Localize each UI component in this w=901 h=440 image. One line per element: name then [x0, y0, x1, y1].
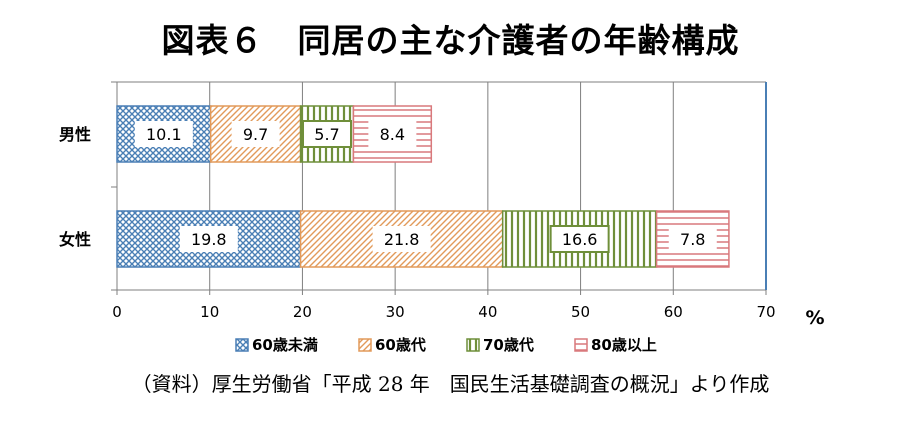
x-tick-label: 50 — [571, 303, 590, 321]
x-tick-label: 30 — [386, 303, 405, 321]
data-label-box — [179, 226, 238, 252]
data-label: 10.1 — [146, 125, 182, 144]
x-tick-label: 0 — [112, 303, 122, 321]
legend-label: 60歳代 — [375, 336, 426, 354]
x-tick-label: 60 — [664, 303, 683, 321]
x-tick-label: 10 — [200, 303, 219, 321]
data-label-box — [231, 121, 280, 147]
legend-label: 80歳以上 — [591, 336, 657, 354]
data-label: 19.8 — [191, 230, 227, 249]
unit-label: % — [805, 307, 824, 329]
legend-label: 70歳代 — [483, 336, 534, 354]
data-label-box — [301, 120, 352, 148]
data-label: 16.6 — [562, 230, 598, 249]
legend-swatch — [574, 338, 588, 352]
data-label-box — [549, 225, 610, 253]
category-label: 男性 — [59, 125, 91, 144]
data-label-box — [668, 226, 717, 252]
data-label-box — [134, 121, 193, 147]
x-tick-label: 40 — [478, 303, 497, 321]
data-label: 8.4 — [380, 125, 405, 144]
chart-title: 図表６ 同居の主な介護者の年齢構成 — [161, 21, 740, 60]
legend-swatch — [466, 338, 480, 352]
legend-swatch — [235, 338, 249, 352]
x-tick-label: 70 — [756, 303, 775, 321]
x-tick-label: 20 — [293, 303, 312, 321]
category-label: 女性 — [59, 230, 91, 249]
data-label-box — [372, 226, 431, 252]
source-note: （資料）厚生労働省「平成 28 年 国民生活基礎調査の概況」より作成 — [131, 372, 770, 396]
data-label: 5.7 — [314, 125, 339, 144]
data-label: 7.8 — [680, 230, 705, 249]
legend-label: 60歳未満 — [252, 336, 318, 354]
data-label: 9.7 — [243, 125, 268, 144]
data-label-box — [368, 121, 417, 147]
data-label: 21.8 — [384, 230, 420, 249]
legend-swatch — [358, 338, 372, 352]
